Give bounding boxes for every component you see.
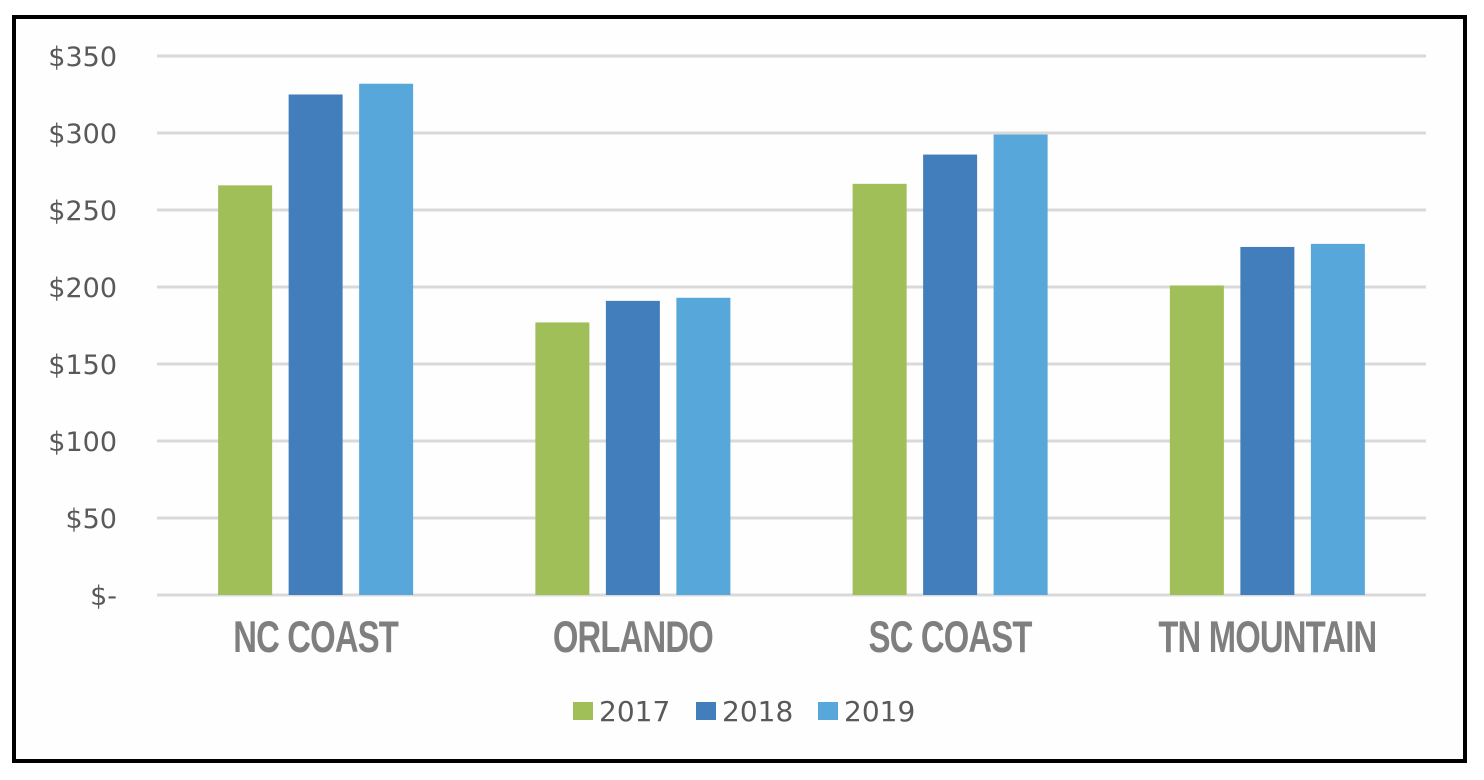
- bars: [218, 83, 1365, 596]
- bar-2017-nc-coast: [218, 185, 273, 596]
- bar-2017-tn-mountain: [1169, 285, 1224, 595]
- y-tick-label: $200: [48, 273, 117, 304]
- bar-2019-nc-coast: [359, 83, 414, 595]
- legend-label-2018: 2018: [722, 695, 793, 728]
- bar-2019-sc-coast: [993, 134, 1048, 596]
- y-tick-label: $150: [48, 350, 117, 381]
- bar-2018-tn-mountain: [1240, 246, 1295, 595]
- y-tick-label: $50: [65, 504, 117, 535]
- legend-label-2017: 2017: [599, 695, 670, 728]
- y-axis-ticks: $- $50 $100 $150 $200 $250 $300 $350: [48, 42, 117, 612]
- y-tick-label: $250: [48, 196, 117, 227]
- bar-2017-orlando: [535, 322, 590, 595]
- legend-swatch-2018: [696, 702, 716, 720]
- legend-swatch-2017: [573, 702, 593, 720]
- gridlines: [157, 54, 1426, 597]
- y-tick-label: $300: [48, 119, 117, 150]
- legend: 2017 2018 2019: [573, 695, 915, 728]
- legend-label-2019: 2019: [844, 695, 915, 728]
- bar-2018-nc-coast: [288, 94, 343, 595]
- bar-2018-sc-coast: [923, 154, 978, 595]
- bar-2019-tn-mountain: [1310, 243, 1365, 595]
- bar-2018-orlando: [605, 300, 660, 595]
- x-tick-label: TN MOUNTAIN: [1158, 612, 1376, 662]
- x-tick-label: ORLANDO: [553, 612, 713, 662]
- y-tick-label: $100: [48, 427, 117, 458]
- bar-2017-sc-coast: [852, 183, 907, 595]
- x-tick-label: SC COAST: [869, 612, 1033, 662]
- bar-2019-orlando: [676, 297, 731, 595]
- y-tick-label: $-: [90, 581, 117, 612]
- legend-swatch-2019: [818, 702, 838, 720]
- y-tick-label: $350: [48, 42, 117, 73]
- x-tick-label: NC COAST: [233, 612, 399, 662]
- x-axis-ticks: NC COAST ORLANDO SC COAST TN MOUNTAIN: [233, 612, 1377, 662]
